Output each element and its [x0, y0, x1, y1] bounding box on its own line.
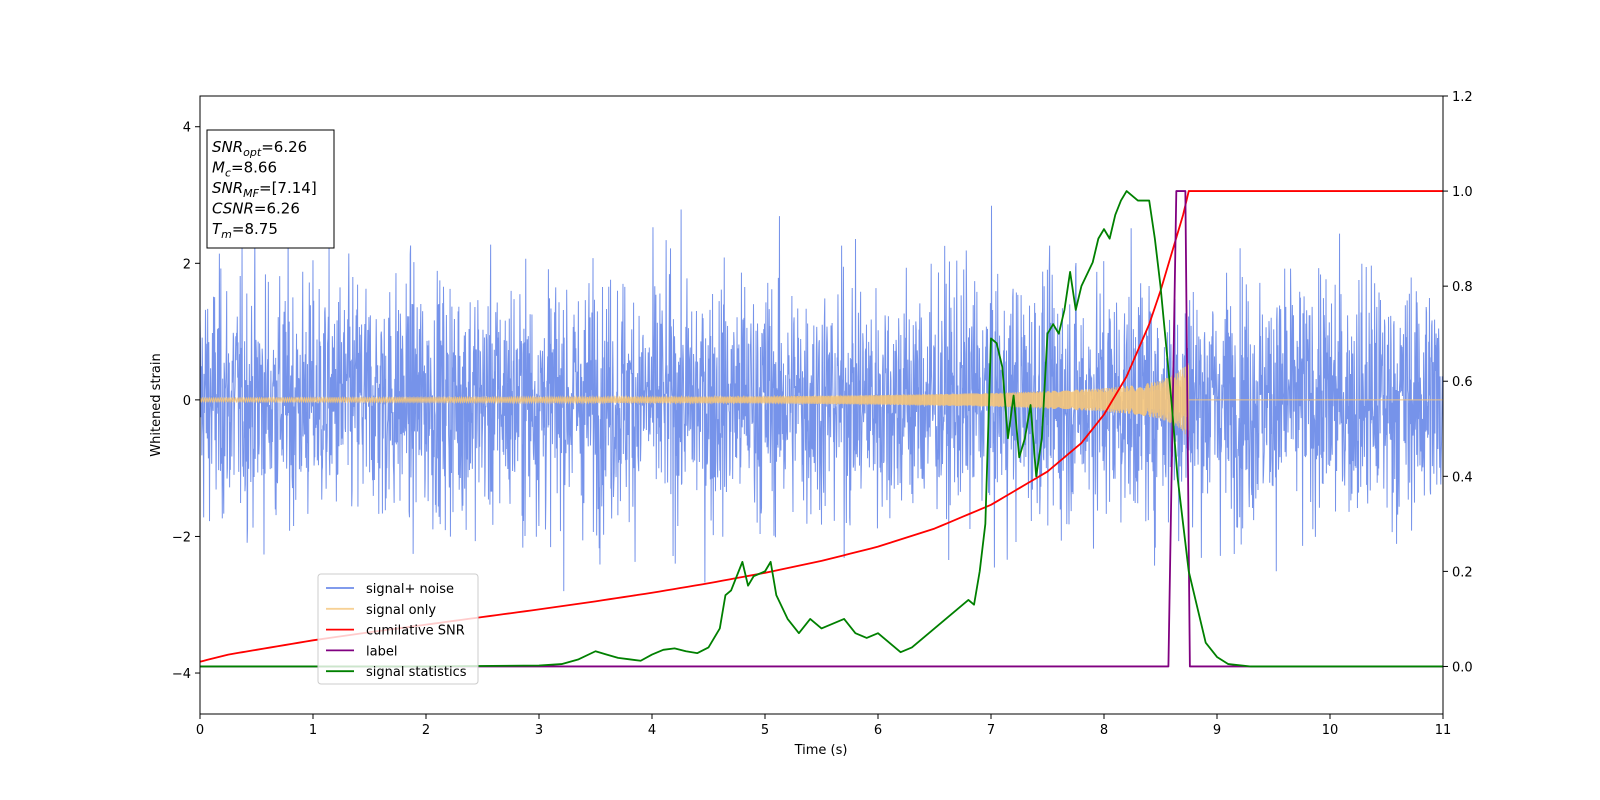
legend-entry-label: signal only [366, 603, 436, 618]
y-tick-label: 2 [183, 257, 191, 272]
plot-frame [199, 95, 1444, 715]
x-tick-label: 11 [1435, 723, 1452, 738]
y2-tick-label: 1.0 [1452, 185, 1473, 200]
y2-tick-label: 0.4 [1452, 470, 1473, 485]
info-box-frame [206, 129, 335, 249]
y-axis-label: Whitened strain [149, 353, 164, 456]
y2-tick-label: 0.8 [1452, 280, 1473, 295]
info-line: SNRopt=6.26 [212, 138, 307, 159]
legend-entry-label: signal+ noise [366, 582, 454, 597]
y-tick-label: −2 [172, 530, 191, 545]
series-signal-statistics-line [200, 190, 1443, 668]
x-tick-label: 1 [309, 723, 317, 738]
y-axis-right: 0.0 0.2 0.4 0.6 0.8 1.0 1.2 [1443, 90, 1473, 675]
info-line: CSNR=6.26 [212, 200, 300, 218]
x-tick-label: 6 [874, 723, 882, 738]
x-tick-label: 4 [648, 723, 656, 738]
x-tick-label: 9 [1213, 723, 1221, 738]
x-tick-label: 7 [987, 723, 995, 738]
y-tick-label: 0 [183, 394, 191, 409]
y2-tick-label: 1.2 [1452, 90, 1473, 105]
x-tick-label: 10 [1322, 723, 1339, 738]
x-tick-label: 8 [1100, 723, 1108, 738]
info-line: SNRMF=[7.14] [212, 179, 317, 200]
series-label-line [200, 190, 1443, 668]
x-tick-label: 5 [761, 723, 769, 738]
series-signal-only-line [200, 363, 1443, 437]
y2-tick-label: 0.2 [1452, 565, 1473, 580]
y2-tick-label: 0.0 [1452, 660, 1473, 675]
legend-entry-label: signal statistics [366, 665, 467, 680]
legend: signal+ noise signal only cumilative SNR la… [317, 573, 479, 685]
x-tick-label: 3 [535, 723, 543, 738]
x-tick-label: 2 [422, 723, 430, 738]
y-tick-label: 4 [183, 121, 191, 136]
x-axis-label: Time (s) [794, 743, 848, 758]
legend-entry-label: label [366, 644, 397, 659]
info-line: Mc=8.66 [212, 159, 277, 180]
legend-frame [317, 573, 479, 685]
y-axis-left: −4 −2 0 2 4 [172, 121, 200, 682]
series-signal-noise-line [200, 205, 1443, 592]
legend-entry-label: cumilative SNR [366, 624, 465, 639]
x-axis: 0 1 2 3 4 5 6 7 8 9 10 11 [196, 714, 1451, 738]
y2-tick-label: 0.6 [1452, 375, 1473, 390]
y-tick-label: −4 [172, 667, 191, 682]
x-tick-label: 0 [196, 723, 204, 738]
info-line: Tm=8.75 [212, 220, 278, 241]
